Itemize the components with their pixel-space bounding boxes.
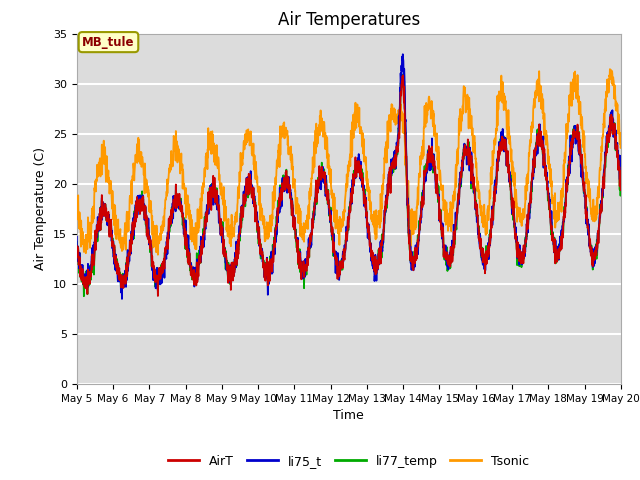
li75_t [602, 153, 609, 158]
li75_t [399, 51, 406, 57]
AirT [502, 140, 509, 146]
Tsonic [502, 99, 509, 105]
li77_temp [101, 201, 109, 207]
Line: Tsonic: Tsonic [77, 69, 621, 255]
li75_t [118, 296, 126, 302]
Tsonic [323, 135, 331, 141]
AirT [602, 159, 609, 165]
Tsonic [601, 109, 609, 115]
li75_t [338, 258, 346, 264]
Text: MB_tule: MB_tule [83, 36, 135, 48]
li77_temp [602, 165, 609, 170]
AirT [617, 187, 625, 193]
Line: li77_temp: li77_temp [77, 75, 621, 296]
Tsonic [100, 160, 108, 166]
Tsonic [606, 66, 614, 72]
li77_temp [399, 72, 406, 78]
Tsonic [602, 102, 609, 108]
Line: li75_t: li75_t [77, 54, 621, 299]
AirT [73, 250, 81, 256]
li75_t [100, 210, 108, 216]
li75_t [323, 189, 331, 194]
Y-axis label: Air Temperature (C): Air Temperature (C) [35, 147, 47, 270]
AirT [602, 150, 609, 156]
Line: AirT: AirT [77, 75, 621, 296]
Tsonic [154, 252, 162, 258]
li75_t [502, 143, 509, 148]
li77_temp [602, 158, 609, 164]
li75_t [602, 149, 609, 155]
li75_t [617, 180, 625, 185]
AirT [100, 213, 108, 219]
Tsonic [73, 212, 81, 218]
li77_temp [338, 257, 346, 263]
li77_temp [73, 239, 81, 245]
AirT [154, 293, 162, 299]
Tsonic [617, 144, 625, 150]
li77_temp [502, 138, 509, 144]
AirT [323, 191, 331, 196]
Tsonic [338, 216, 346, 222]
X-axis label: Time: Time [333, 409, 364, 422]
Title: Air Temperatures: Air Temperatures [278, 11, 420, 29]
Legend: AirT, li75_t, li77_temp, Tsonic: AirT, li75_t, li77_temp, Tsonic [163, 450, 534, 473]
li77_temp [323, 189, 331, 194]
li77_temp [80, 293, 88, 299]
AirT [338, 261, 346, 266]
li75_t [73, 234, 81, 240]
AirT [399, 72, 407, 78]
li77_temp [617, 183, 625, 189]
